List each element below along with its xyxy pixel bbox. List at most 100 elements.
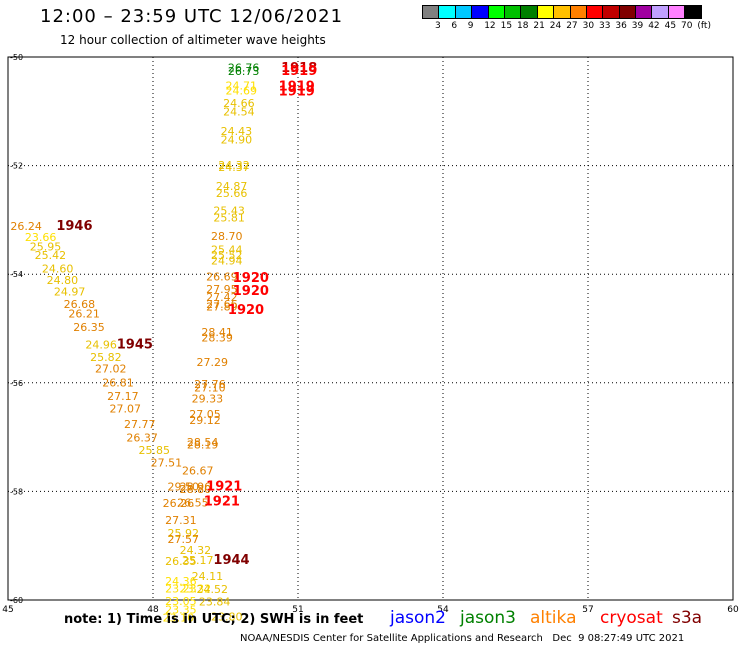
wave-height-value: 28.80 bbox=[180, 483, 212, 496]
wave-height-value: 26.55 bbox=[177, 497, 209, 510]
wave-height-value: 23.84 bbox=[199, 595, 231, 608]
color-scale-label: 30 bbox=[582, 21, 595, 31]
wave-height-value: 27.76 bbox=[194, 378, 226, 391]
x-tick-label: 60 bbox=[727, 605, 739, 615]
x-tick-label: 57 bbox=[582, 605, 593, 615]
wave-height-value: 29.33 bbox=[192, 392, 224, 405]
wave-height-value: 26.73 bbox=[228, 65, 260, 78]
wave-height-value: 24.90 bbox=[221, 133, 253, 146]
wave-height-value: 25.43 bbox=[213, 204, 245, 217]
color-scale-label: (ft) bbox=[697, 21, 711, 31]
color-scale-label: 33 bbox=[599, 21, 611, 31]
color-scale-label: 42 bbox=[648, 21, 660, 31]
color-scale-label: 9 bbox=[467, 21, 474, 31]
wave-height-value: 24.94 bbox=[211, 254, 243, 267]
wave-height-value: 26.67 bbox=[182, 465, 214, 478]
wave-height-value: 24.52 bbox=[197, 583, 229, 596]
x-tick-label: 48 bbox=[147, 605, 159, 615]
satellite-legend-s3a: s3a bbox=[672, 608, 703, 628]
wave-height-value: 28.54 bbox=[187, 436, 219, 449]
chart-title: 12:00 – 23:59 UTC 12/06/2021 bbox=[40, 6, 344, 27]
wave-height-value: 24.69 bbox=[226, 84, 258, 97]
wave-height-value: 25.92 bbox=[168, 527, 200, 540]
y-tick-label: -58 bbox=[10, 487, 23, 496]
pass-time-label: 1920 bbox=[233, 271, 269, 286]
y-tick-label: -60 bbox=[10, 596, 23, 605]
wave-height-value: 24.11 bbox=[192, 570, 224, 583]
wave-height-value: 25.66 bbox=[216, 187, 248, 200]
pass-time-label: 1921 bbox=[204, 495, 240, 510]
wave-height-value: 27.42 bbox=[206, 291, 238, 304]
color-scale-label: 36 bbox=[615, 21, 627, 31]
wave-height-value: 27.89 bbox=[206, 301, 238, 314]
pass-time-label: 1945 bbox=[117, 338, 153, 353]
satellite-legend-cryosat: cryosat bbox=[600, 608, 663, 628]
y-tick-label: -54 bbox=[10, 270, 23, 279]
wave-height-value: 26.35 bbox=[165, 555, 197, 568]
x-tick-label: 45 bbox=[2, 605, 13, 615]
units-note: note: 1) Time is in UTC; 2) SWH is in fe… bbox=[64, 612, 364, 627]
wave-height-value: 26.37 bbox=[126, 431, 157, 444]
color-scale-label: 18 bbox=[517, 21, 529, 31]
pass-time-label: 1919 bbox=[279, 80, 315, 95]
credit-line: NOAA/NESDIS Center for Satellite Applica… bbox=[240, 633, 685, 644]
wave-height-value: 24.80 bbox=[47, 274, 79, 287]
satellite-legend-jason3: jason3 bbox=[460, 608, 516, 628]
wave-height-value: 27.29 bbox=[197, 356, 229, 369]
wave-height-value: 24.37 bbox=[218, 161, 250, 174]
x-tick-label: 51 bbox=[292, 605, 303, 615]
wave-height-value: 24.87 bbox=[216, 180, 248, 193]
wave-height-value: 25.17 bbox=[182, 554, 214, 567]
wave-height-value: 23.32 bbox=[180, 582, 212, 595]
wave-height-value: 23.05 bbox=[165, 595, 197, 608]
wave-height-value: 28.39 bbox=[201, 332, 233, 345]
color-scale-label: 70 bbox=[681, 21, 693, 31]
wave-height-value: 27.57 bbox=[168, 533, 200, 546]
pass-time-label: 1920 bbox=[228, 303, 264, 318]
wave-height-value: 23.23 bbox=[165, 582, 197, 595]
wave-height-value: 24.96 bbox=[85, 339, 117, 352]
wave-height-value: 27.66 bbox=[206, 298, 238, 311]
wave-height-value: 27.95 bbox=[206, 283, 238, 296]
wave-height-value: 27.51 bbox=[151, 456, 183, 469]
y-tick-label: -56 bbox=[10, 379, 23, 388]
wave-height-value: 24.60 bbox=[42, 263, 73, 276]
wave-height-value: 26.76 bbox=[228, 62, 260, 75]
wave-height-value: 25.81 bbox=[213, 212, 245, 225]
x-tick-label: 54 bbox=[437, 605, 449, 615]
pass-time-label: 1919 bbox=[281, 64, 317, 79]
wave-height-value: 27.05 bbox=[189, 408, 221, 421]
color-scale-label: 3 bbox=[435, 21, 441, 31]
wave-height-value: 24.54 bbox=[223, 106, 255, 119]
color-scale-label: 6 bbox=[451, 21, 458, 31]
wave-height-value: 25.82 bbox=[90, 351, 122, 364]
wave-height-value: 24.32 bbox=[180, 544, 212, 557]
chart-subtitle: 12 hour collection of altimeter wave hei… bbox=[60, 33, 326, 47]
satellite-legend-altika: altika bbox=[530, 608, 577, 628]
wave-height-value: 25.85 bbox=[139, 444, 171, 457]
color-scale-label: 39 bbox=[631, 21, 644, 31]
wave-height-value: 27.02 bbox=[95, 362, 127, 375]
wave-height-value: 27.77 bbox=[124, 418, 156, 431]
wave-height-value: 29.12 bbox=[189, 414, 221, 427]
wave-height-value: 26.81 bbox=[102, 377, 134, 390]
wave-height-value: 26.68 bbox=[64, 298, 95, 311]
wave-height-value: 23.35 bbox=[165, 604, 197, 617]
wave-height-value: 26.35 bbox=[73, 321, 105, 334]
y-tick-label: -50 bbox=[10, 53, 23, 62]
color-scale-label: 24 bbox=[549, 21, 562, 31]
wave-height-value: 29.50 bbox=[168, 480, 200, 493]
wave-height-value: 23.80 bbox=[211, 611, 243, 624]
wave-height-value: 27.10 bbox=[194, 381, 226, 394]
wave-height-value: 26.26 bbox=[163, 497, 195, 510]
pass-time-label: 1918 bbox=[281, 61, 317, 76]
wave-height-value: 28.70 bbox=[211, 230, 243, 243]
color-scale-label: 45 bbox=[664, 21, 677, 31]
wave-height-value: 25.42 bbox=[35, 249, 66, 262]
wave-height-value: 24.97 bbox=[54, 285, 86, 298]
wave-height-value: 26.21 bbox=[68, 308, 100, 321]
wave-height-value: 25.52 bbox=[211, 249, 243, 262]
wave-height-value: 26.69 bbox=[206, 271, 238, 284]
wave-height-value: 27.17 bbox=[107, 390, 139, 403]
wave-height-value: 28.41 bbox=[201, 326, 233, 339]
